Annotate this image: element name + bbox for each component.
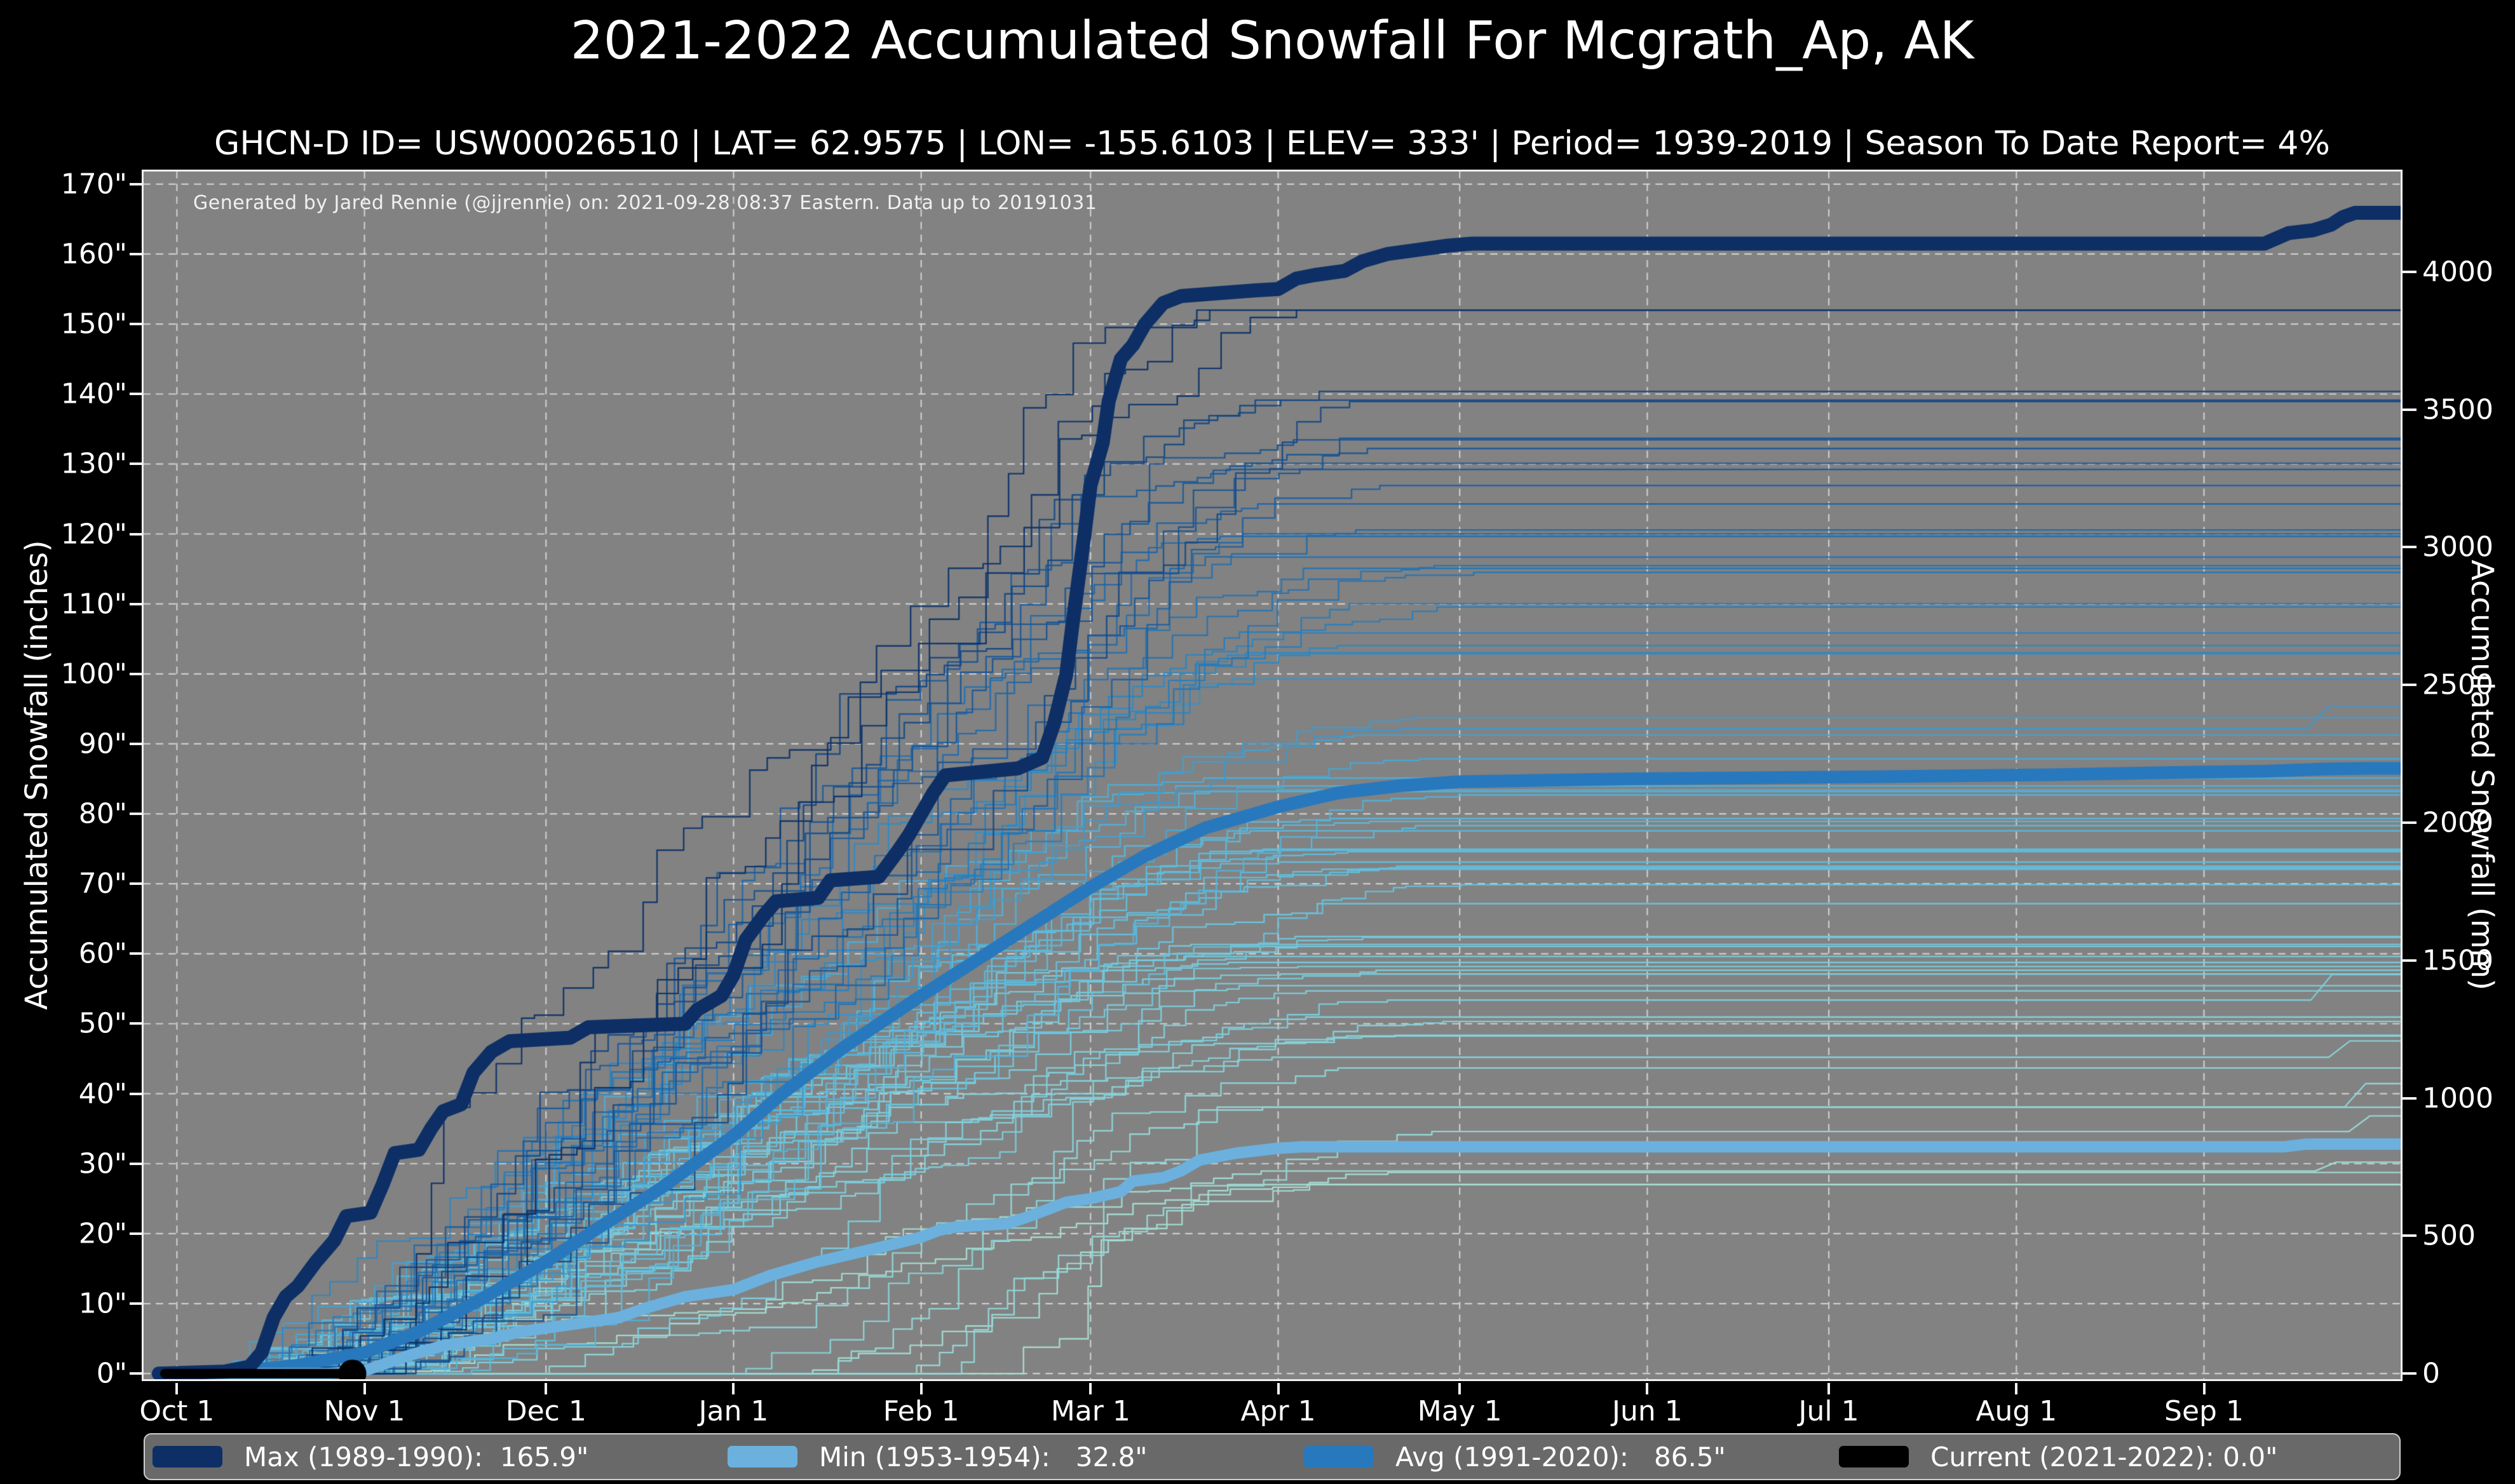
y-tick-label-inches: 20" (78, 1217, 127, 1250)
y-tick-label-inches: 80" (78, 797, 127, 830)
x-tick-label: Jul 1 (1798, 1395, 1859, 1427)
y-tick-label-inches: 110" (60, 588, 127, 621)
y-tick-mark-left (130, 323, 144, 326)
x-tick-mark (1646, 1383, 1649, 1394)
y-tick-label-inches: 90" (78, 727, 127, 760)
y-tick-mark-right (2403, 959, 2417, 962)
y-tick-mark-left (130, 952, 144, 955)
legend-item-current: Current (2021-2022): 0.0" (1839, 1434, 2277, 1479)
x-tick-label: Nov 1 (323, 1395, 405, 1427)
plot-area (142, 170, 2403, 1381)
avg-line-swatch (1304, 1446, 1374, 1467)
x-tick-label: May 1 (1417, 1395, 1502, 1427)
y-tick-mark-left (130, 1372, 144, 1375)
y-tick-label-inches: 70" (78, 867, 127, 900)
x-tick-mark (363, 1383, 366, 1394)
y-tick-mark-right (2403, 270, 2417, 273)
y-tick-label-mm: 500 (2422, 1219, 2476, 1252)
y-tick-mark-left (130, 1022, 144, 1025)
y-tick-label-inches: 170" (60, 168, 127, 201)
legend: Max (1989-1990): 165.9" Min (1953-1954):… (144, 1433, 2401, 1480)
y-tick-mark-left (130, 742, 144, 745)
y-tick-label-inches: 120" (60, 518, 127, 551)
y-tick-label-inches: 140" (60, 377, 127, 410)
y-tick-mark-left (130, 813, 144, 816)
y-tick-label-mm: 4000 (2422, 255, 2493, 288)
y-tick-mark-left (130, 532, 144, 536)
legend-label-avg: Avg (1991-2020): 86.5" (1395, 1441, 1726, 1473)
chart-canvas (144, 172, 2401, 1379)
legend-label-min: Min (1953-1954): 32.8" (819, 1441, 1148, 1473)
y-tick-mark-left (130, 602, 144, 605)
y-tick-mark-left (130, 1232, 144, 1235)
max-line-swatch (153, 1446, 222, 1467)
annotation-credit: Generated by Jared Rennie (@jjrennie) on… (193, 192, 1097, 214)
legend-item-min: Min (1953-1954): 32.8" (728, 1434, 1148, 1479)
y-tick-label-inches: 130" (60, 447, 127, 480)
y-tick-label-inches: 150" (60, 307, 127, 341)
x-tick-mark (2202, 1383, 2206, 1394)
y-tick-label-mm: 2000 (2422, 806, 2493, 839)
y-tick-label-inches: 0" (96, 1357, 127, 1390)
y-tick-label-inches: 100" (60, 658, 127, 691)
y-tick-label-mm: 2500 (2422, 668, 2493, 701)
y-tick-mark-left (130, 1162, 144, 1165)
x-tick-label: Jan 1 (698, 1395, 769, 1427)
y-tick-mark-right (2403, 684, 2417, 687)
y-tick-mark-right (2403, 546, 2417, 549)
current-line-swatch (1839, 1446, 1909, 1467)
chart-subtitle: GHCN-D ID= USW00026510 | LAT= 62.9575 | … (214, 125, 2330, 163)
y-tick-label-mm: 0 (2422, 1357, 2440, 1390)
x-tick-mark (175, 1383, 179, 1394)
y-tick-label-inches: 40" (78, 1077, 127, 1110)
x-tick-label: Feb 1 (883, 1395, 959, 1427)
y-tick-mark-left (130, 393, 144, 396)
legend-label-current: Current (2021-2022): 0.0" (1930, 1441, 2278, 1473)
chart-title: 2021-2022 Accumulated Snowfall For Mcgra… (570, 11, 1974, 71)
y-tick-mark-right (2403, 1096, 2417, 1100)
y-tick-label-mm: 3500 (2422, 393, 2493, 426)
y-tick-mark-left (130, 182, 144, 186)
y-tick-label-inches: 160" (60, 238, 127, 271)
x-tick-mark (919, 1383, 923, 1394)
y-tick-label-mm: 3000 (2422, 530, 2493, 563)
x-tick-mark (732, 1383, 735, 1394)
y-tick-label-inches: 30" (78, 1147, 127, 1180)
legend-item-avg: Avg (1991-2020): 86.5" (1304, 1434, 1726, 1479)
y-tick-mark-left (130, 462, 144, 466)
y-tick-mark-left (130, 1302, 144, 1305)
x-tick-label: Mar 1 (1050, 1395, 1130, 1427)
y-tick-mark-right (2403, 821, 2417, 824)
x-tick-label: Aug 1 (1976, 1395, 2057, 1427)
x-tick-mark (1277, 1383, 1280, 1394)
y-tick-mark-right (2403, 1234, 2417, 1238)
y-axis-label-mm: Accumulated Snowfall (mm) (2464, 560, 2500, 990)
x-tick-mark (2015, 1383, 2018, 1394)
x-tick-mark (1089, 1383, 1092, 1394)
y-tick-label-mm: 1000 (2422, 1082, 2493, 1115)
y-tick-label-inches: 50" (78, 1007, 127, 1040)
y-tick-label-mm: 1500 (2422, 944, 2493, 977)
x-tick-mark (1827, 1383, 1831, 1394)
min-line-swatch (728, 1446, 797, 1467)
x-tick-label: Dec 1 (505, 1395, 586, 1427)
x-tick-label: Jun 1 (1612, 1395, 1683, 1427)
y-tick-mark-right (2403, 1372, 2417, 1375)
x-tick-label: Sep 1 (2164, 1395, 2244, 1427)
x-tick-mark (545, 1383, 548, 1394)
x-tick-label: Apr 1 (1240, 1395, 1316, 1427)
y-tick-mark-left (130, 252, 144, 255)
y-tick-mark-left (130, 672, 144, 675)
legend-label-max: Max (1989-1990): 165.9" (244, 1441, 589, 1473)
legend-item-max: Max (1989-1990): 165.9" (153, 1434, 588, 1479)
y-tick-mark-left (130, 882, 144, 886)
y-tick-label-inches: 10" (78, 1287, 127, 1320)
x-tick-mark (1458, 1383, 1461, 1394)
x-tick-label: Oct 1 (139, 1395, 215, 1427)
y-tick-mark-left (130, 1092, 144, 1095)
y-tick-label-inches: 60" (78, 937, 127, 970)
y-tick-mark-right (2403, 408, 2417, 411)
